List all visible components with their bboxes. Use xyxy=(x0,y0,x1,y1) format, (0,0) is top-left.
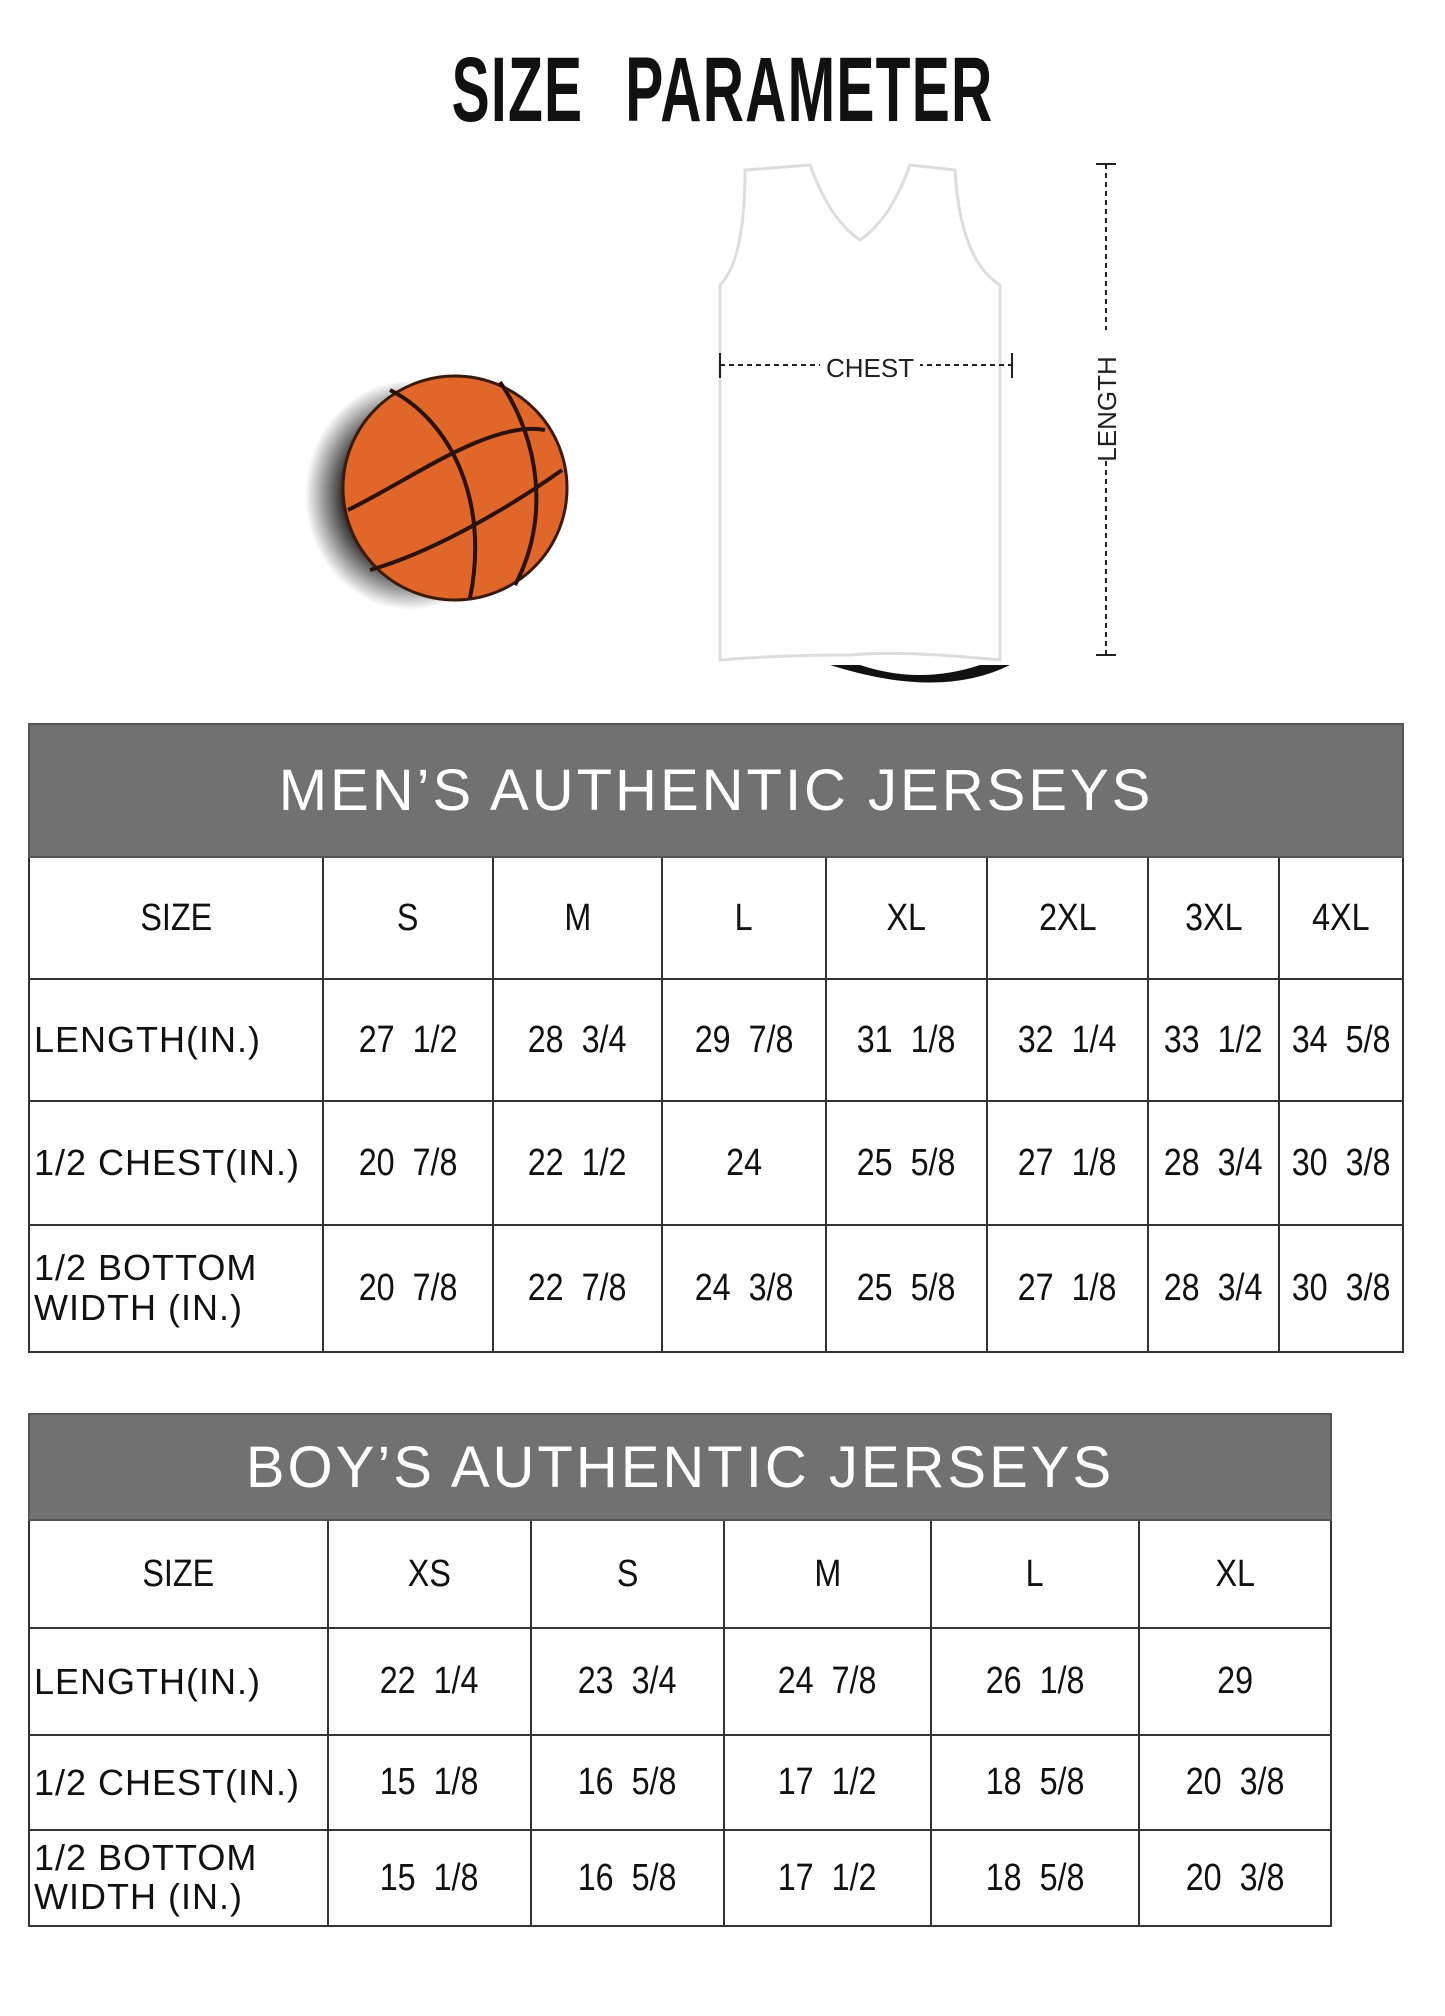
measurement-cell: 23 3/4 xyxy=(530,1627,725,1736)
measurement-cell: 26 1/8 xyxy=(930,1627,1140,1736)
measurement-cell: 22 1/2 xyxy=(492,1100,663,1226)
size-column-header: XL xyxy=(825,856,988,980)
measurement-cell: 25 5/8 xyxy=(825,1100,988,1226)
row-label: 1/2 BOTTOM WIDTH (IN.) xyxy=(28,1829,329,1927)
measurement-cell: 17 1/2 xyxy=(723,1829,932,1927)
size-column-header: L xyxy=(930,1519,1140,1629)
measurement-cell: 18 5/8 xyxy=(930,1829,1140,1927)
measurement-cell: 25 5/8 xyxy=(825,1224,988,1353)
mens-table-title: MEN’S AUTHENTIC JERSEYS xyxy=(27,723,1405,858)
size-column-header: XL xyxy=(1137,1519,1333,1629)
measurement-cell: 24 3/8 xyxy=(661,1224,827,1353)
measurement-cell: 32 1/4 xyxy=(986,978,1149,1102)
size-header: SIZE xyxy=(28,856,324,980)
measurement-cell: 29 7/8 xyxy=(661,978,827,1102)
page-title: SIZE PARAMETER xyxy=(451,39,994,141)
measurement-cell: 18 5/8 xyxy=(930,1734,1140,1831)
table-row: LENGTH(IN.) 27 1/2 28 3/4 29 7/8 31 1/8 32 1/… xyxy=(28,978,1405,1102)
row-label: LENGTH(IN.) xyxy=(28,1627,329,1736)
measurement-cell: 20 7/8 xyxy=(322,1224,494,1353)
table-row: 1/2 BOTTOM WIDTH (IN.) 20 7/8 22 7/8 24 3/8… xyxy=(28,1224,1405,1353)
measurement-cell: 15 1/8 xyxy=(327,1734,532,1831)
measurement-cell: 20 3/8 xyxy=(1137,1829,1333,1927)
header-row: SIZE XS S M L XL xyxy=(28,1519,1333,1629)
boys-table-title: BOY’S AUTHENTIC JERSEYS xyxy=(27,1413,1333,1521)
header-row: SIZE S M L XL 2XL 3XL 4XL xyxy=(28,856,1405,980)
measurement-cell: 30 3/8 xyxy=(1277,1100,1405,1226)
measurement-cell: 27 1/8 xyxy=(986,1100,1149,1226)
measurement-cell: 16 5/8 xyxy=(530,1734,725,1831)
table-row: 1/2 CHEST(IN.) 20 7/8 22 1/2 24 25 5/8 27 1/8… xyxy=(28,1100,1405,1226)
measurement-cell: 27 1/8 xyxy=(986,1224,1149,1353)
length-label: LENGTH xyxy=(1092,356,1122,461)
table-row: 1/2 CHEST(IN.) 15 1/8 16 5/8 17 1/2 18 5/8 20… xyxy=(28,1734,1333,1831)
measurement-cell: 28 3/4 xyxy=(1147,1100,1280,1226)
measurement-cell: 15 1/8 xyxy=(327,1829,532,1927)
row-label: 1/2 CHEST(IN.) xyxy=(28,1734,329,1831)
boys-size-table: BOY’S AUTHENTIC JERSEYS SIZE XS S M L XL LENGT… xyxy=(27,1413,1333,1927)
size-column-header: L xyxy=(661,856,827,980)
measurement-cell: 22 1/4 xyxy=(327,1627,532,1736)
measurement-cell: 20 7/8 xyxy=(322,1100,494,1226)
measurement-cell: 17 1/2 xyxy=(723,1734,932,1831)
measurement-cell: 20 3/8 xyxy=(1137,1734,1333,1831)
measurement-cell: 28 3/4 xyxy=(492,978,663,1102)
size-column-header: S xyxy=(530,1519,725,1629)
measurement-cell: 24 7/8 xyxy=(723,1627,932,1736)
chest-label: CHEST xyxy=(826,353,914,383)
measurement-cell: 22 7/8 xyxy=(492,1224,663,1353)
measurement-cell: 16 5/8 xyxy=(530,1829,725,1927)
size-column-header: S xyxy=(322,856,494,980)
table-row: 1/2 BOTTOM WIDTH (IN.) 15 1/8 16 5/8 17 1/2… xyxy=(28,1829,1333,1927)
measurement-cell: 31 1/8 xyxy=(825,978,988,1102)
size-header: SIZE xyxy=(28,1519,329,1629)
size-column-header: M xyxy=(723,1519,932,1629)
measurement-cell: 24 xyxy=(661,1100,827,1226)
measurement-cell: 34 5/8 xyxy=(1277,978,1405,1102)
size-column-header: 4XL xyxy=(1277,856,1405,980)
measurement-cell: 28 3/4 xyxy=(1147,1224,1280,1353)
basketball-icon xyxy=(305,374,569,610)
size-column-header: 3XL xyxy=(1147,856,1280,980)
row-label: 1/2 BOTTOM WIDTH (IN.) xyxy=(28,1224,324,1353)
measurement-cell: 27 1/2 xyxy=(322,978,494,1102)
measurement-cell: 30 3/8 xyxy=(1277,1224,1405,1353)
jersey-diagram: CHEST LENGTH xyxy=(718,163,1122,683)
size-column-header: 2XL xyxy=(986,856,1149,980)
mens-size-table: MEN’S AUTHENTIC JERSEYS SIZE S M L XL 2XL 3XL 4… xyxy=(27,723,1405,1353)
measurement-cell: 33 1/2 xyxy=(1147,978,1280,1102)
row-label: LENGTH(IN.) xyxy=(28,978,324,1102)
measurement-cell: 29 xyxy=(1137,1627,1333,1736)
size-column-header: M xyxy=(492,856,663,980)
row-label: 1/2 CHEST(IN.) xyxy=(28,1100,324,1226)
table-row: LENGTH(IN.) 22 1/4 23 3/4 24 7/8 26 1/8 29 xyxy=(28,1627,1333,1736)
size-column-header: XS xyxy=(327,1519,532,1629)
